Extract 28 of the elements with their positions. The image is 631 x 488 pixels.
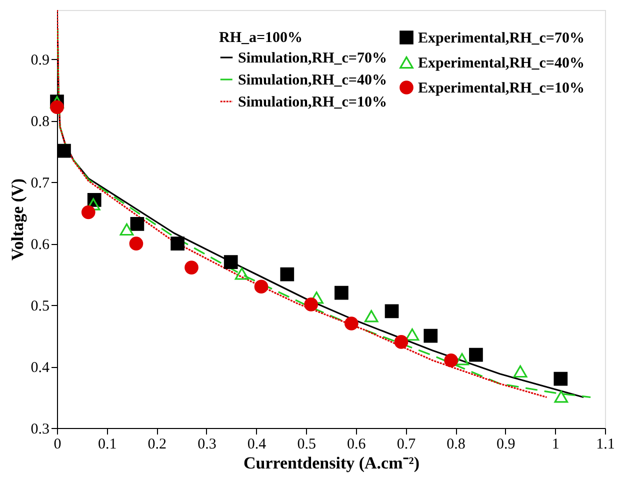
x-tick-label: 0.4	[247, 436, 267, 452]
y-tick-label: 0.7	[30, 176, 50, 192]
y-tick-label: 0.9	[30, 52, 50, 69]
x-tick-label: 0.9	[496, 436, 516, 452]
y-axis-title: Voltage (V)	[8, 178, 27, 260]
x-tick-label: 1	[552, 436, 560, 452]
legend-label: Simulation,RH_c=10%	[238, 94, 387, 110]
x-tick-label: 0	[54, 436, 62, 452]
x-tick-label: 0.7	[396, 436, 416, 452]
y-tick-label: 0.5	[30, 298, 50, 315]
y-tick-label: 0.3	[30, 422, 50, 438]
x-tick-label: 0.2	[148, 436, 167, 452]
x-tick-label: 0.5	[297, 436, 316, 452]
legend-title: RH_a=100%	[219, 30, 303, 46]
legend-label: Experimental,RH_c=40%	[418, 56, 584, 72]
y-tick-label: 0.4	[30, 360, 50, 376]
legend-label: Experimental,RH_c=10%	[418, 80, 584, 96]
legend-label: Simulation,RH_c=40%	[238, 72, 387, 88]
x-tick-label: 1.1	[596, 436, 615, 452]
y-tick-label: 0.6	[30, 237, 50, 254]
x-tick-label: 0.6	[347, 436, 366, 452]
x-tick-label: 0.3	[198, 436, 216, 452]
legend-label: Simulation,RH_c=70%	[238, 50, 387, 66]
x-axis-title: Currentdensity (A.cm⁻²)	[243, 454, 420, 472]
x-tick-label: 0.8	[446, 436, 466, 452]
y-tick-label: 0.8	[30, 114, 50, 130]
x-tick-label: 0.1	[98, 436, 117, 452]
legend-label: Experimental,RH_c=70%	[418, 30, 584, 46]
